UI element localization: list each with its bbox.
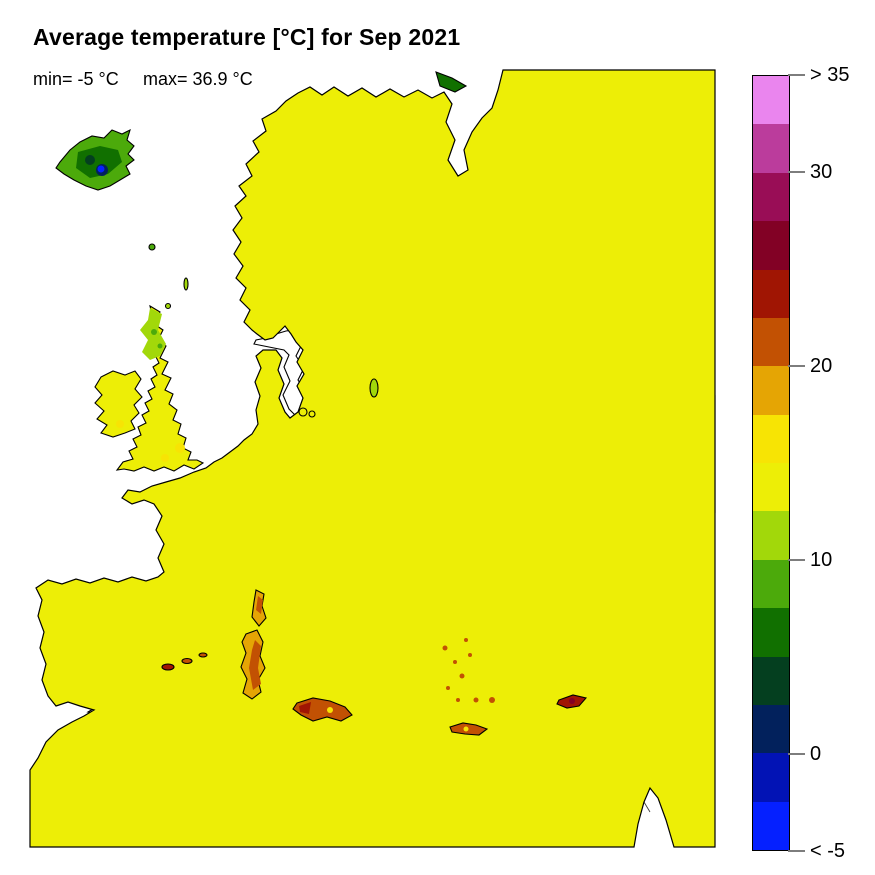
- island-menorca: [182, 659, 192, 664]
- colorbar-band-7: [753, 415, 789, 463]
- colorbar-tick: [788, 850, 805, 852]
- color-scale-legend: > 353020100< -5: [752, 75, 875, 851]
- colorbar-band-11: [753, 608, 789, 656]
- colorbar-band-0: [753, 76, 789, 124]
- colorbar: [752, 75, 790, 851]
- colorbar-tick-label: 0: [810, 743, 821, 765]
- colorbar-band-5: [753, 318, 789, 366]
- page-title: Average temperature [°C] for Sep 2021: [33, 24, 460, 51]
- island-mallorca: [162, 664, 174, 670]
- colorbar-band-8: [753, 463, 789, 511]
- island-faroe: [149, 244, 155, 250]
- colorbar-tick: [788, 74, 805, 76]
- temperature-map: [0, 0, 875, 875]
- colorbar-tick-label: 20: [810, 355, 832, 377]
- colorbar-band-9: [753, 511, 789, 559]
- colorbar-band-15: [753, 802, 789, 850]
- colorbar-band-1: [753, 124, 789, 172]
- colorbar-tick: [788, 171, 805, 173]
- island-ibiza: [199, 653, 207, 657]
- colorbar-tick: [788, 753, 805, 755]
- colorbar-tick-label: 30: [810, 161, 832, 183]
- island-orkney: [166, 304, 171, 309]
- island-shetland: [184, 278, 188, 290]
- colorbar-band-2: [753, 173, 789, 221]
- island-funen: [309, 411, 315, 417]
- colorbar-band-14: [753, 753, 789, 801]
- colorbar-tick-label: > 35: [810, 64, 849, 86]
- weather-map-page: { "header": { "title": "Average temperat…: [0, 0, 875, 875]
- min-temperature-label: min= -5 °C: [33, 69, 119, 90]
- colorbar-band-4: [753, 270, 789, 318]
- colorbar-tick-label: 10: [810, 549, 832, 571]
- colorbar-band-12: [753, 657, 789, 705]
- island-zealand: [299, 408, 307, 416]
- max-temperature-label: max= 36.9 °C: [143, 69, 253, 90]
- island-gotland: [370, 379, 378, 397]
- colorbar-band-3: [753, 221, 789, 269]
- colorbar-band-10: [753, 560, 789, 608]
- colorbar-band-6: [753, 366, 789, 414]
- colorbar-band-13: [753, 705, 789, 753]
- colorbar-tick: [788, 559, 805, 561]
- colorbar-tick-label: < -5: [810, 840, 845, 862]
- colorbar-tick: [788, 365, 805, 367]
